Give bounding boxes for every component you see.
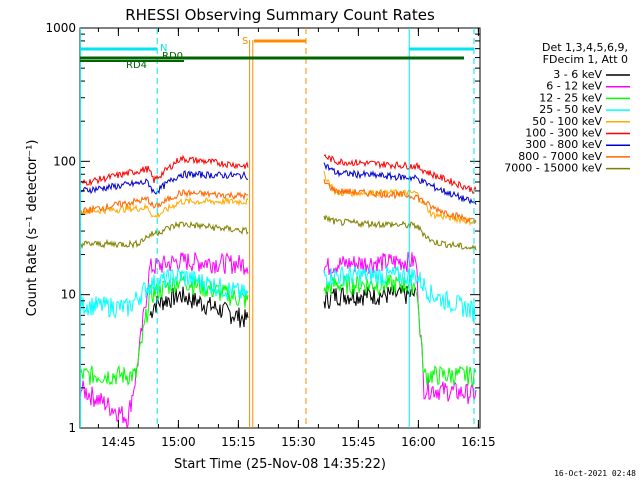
legend: Det 1,3,4,5,6,9, FDecim 1, Att 0 3 - 6 k… (504, 41, 630, 175)
series-6-12-kev-line (79, 252, 249, 429)
series-7000-15000-kev-line-b (323, 214, 477, 251)
series-3-6-kev-line (149, 286, 249, 328)
x-tick-label: 15:45 (341, 435, 376, 449)
legend-label-2: 12 - 25 keV (539, 91, 602, 104)
x-tick-label: 15:15 (221, 435, 256, 449)
series-800-7000-kev-line-b (323, 178, 477, 224)
legend-label-5: 100 - 300 keV (525, 127, 602, 140)
x-tick-label: 16:00 (401, 435, 436, 449)
series-100-300-kev-line (79, 154, 249, 187)
timestamp: 16-Oct-2021 02:48 (554, 469, 636, 478)
series-7000-15000-kev-line (79, 220, 249, 250)
legend-label-6: 300 - 800 keV (525, 138, 602, 151)
legend-label-4: 50 - 100 keV (532, 115, 602, 128)
series-12-25-kev-line-b (323, 273, 477, 388)
legend-label-7: 800 - 7000 keV (518, 150, 602, 163)
legend-label-8: 7000 - 15000 keV (504, 162, 602, 175)
legend-header-2: FDecim 1, Att 0 (543, 53, 628, 66)
annotation-rd0: RD0 (162, 51, 183, 62)
y-tick-label: 1 (68, 421, 76, 435)
series-25-50-kev-line-b (323, 265, 477, 322)
x-tick-label: 15:30 (281, 435, 316, 449)
x-tick-label: 16:15 (461, 435, 496, 449)
x-axis-label: Start Time (25-Nov-08 14:35:22) (174, 457, 386, 472)
annotation-n: N (160, 43, 167, 54)
legend-label-1: 6 - 12 keV (546, 80, 602, 93)
series-3-6-kev-line-b (323, 284, 417, 309)
data-layer (79, 153, 477, 429)
series-50-100-kev-line (79, 196, 249, 219)
series-100-300-kev-line-b (323, 153, 477, 195)
series-800-7000-kev-line (79, 188, 249, 216)
series-300-800-kev-line-b (323, 162, 477, 205)
legend-label-0: 3 - 6 keV (553, 68, 602, 81)
series-6-12-kev-line-b (323, 251, 477, 405)
x-tick-label: 15:00 (161, 435, 196, 449)
series-50-100-kev-line-b (323, 170, 477, 227)
legend-header-1: Det 1,3,4,5,6,9, (542, 41, 628, 54)
legend-label-3: 25 - 50 keV (539, 103, 602, 116)
y-tick-label: 100 (53, 154, 76, 168)
y-axis-label: Count Rate (s⁻¹ detector⁻¹) (25, 140, 40, 317)
chart-title: RHESSI Observing Summary Count Rates (125, 6, 435, 24)
series-12-25-kev-line (79, 272, 249, 386)
annotation-rd4: RD4 (126, 60, 147, 71)
y-tick-label: 10 (61, 288, 76, 302)
y-tick-label: 1000 (45, 21, 76, 35)
series-25-50-kev-line (79, 268, 249, 319)
series-300-800-kev-line (79, 170, 249, 195)
annotation-s: S (242, 36, 248, 47)
x-tick-label: 14:45 (101, 435, 136, 449)
